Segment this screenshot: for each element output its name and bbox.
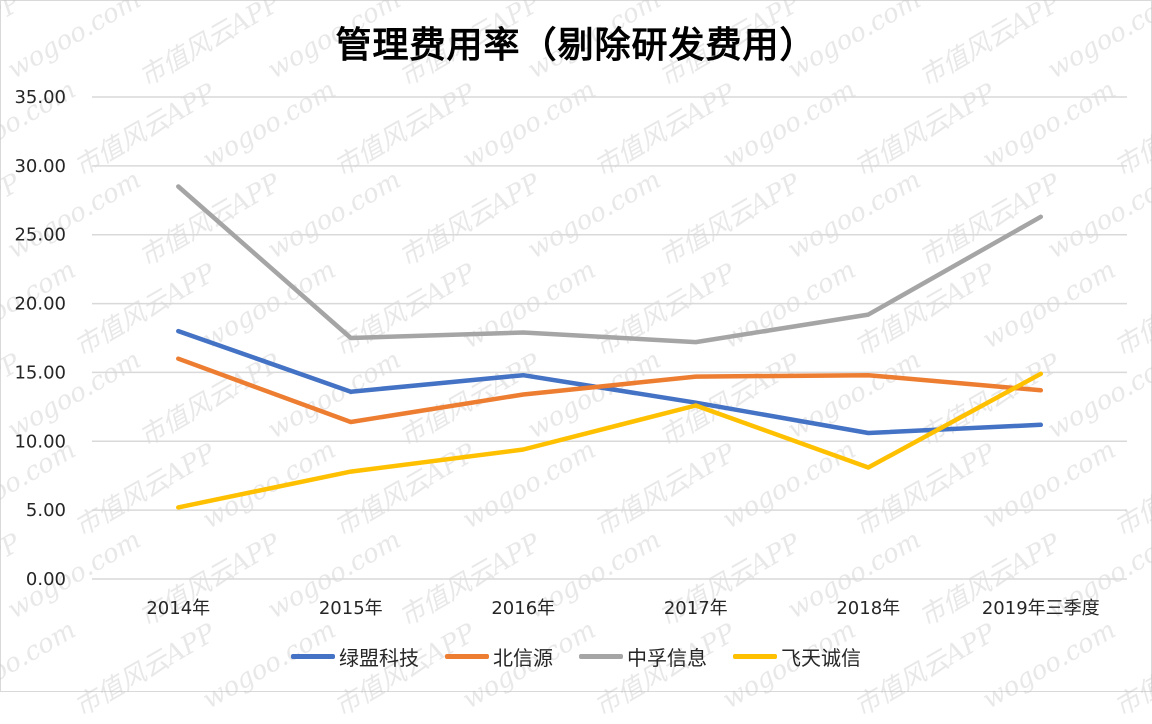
plot-area: 0.00 5.00 10.00 15.00 20.00 25.00 30.00 35.00 2… [14, 87, 1127, 619]
series-line [176, 356, 1044, 425]
x-tick-label: 2016年 [491, 598, 555, 619]
legend-swatch-icon [579, 654, 623, 659]
legend-label: 北信源 [493, 646, 553, 670]
x-tick-label: 2019年三季度 [982, 598, 1100, 619]
legend-item: 中孚信息 [579, 642, 707, 671]
chart-frame [0, 0, 1152, 692]
y-tick-label: 25.00 [14, 225, 66, 246]
y-axis-ticks: 0.00 5.00 10.00 15.00 20.00 25.00 30.00 35.00 [14, 87, 66, 590]
series-line [176, 184, 1044, 345]
legend-item: 飞天诚信 [733, 642, 861, 671]
x-axis-ticks: 2014年 2015年 2016年 2017年 2018年 2019年三季度 [146, 598, 1099, 619]
legend-label: 绿盟科技 [339, 646, 419, 670]
legend-swatch-icon [291, 654, 335, 659]
x-tick-label: 2017年 [664, 598, 728, 619]
x-tick-label: 2015年 [319, 598, 383, 619]
series-line [176, 328, 1044, 436]
y-tick-label: 5.00 [26, 500, 66, 521]
legend: 绿盟科技 北信源 中孚信息 飞天诚信 [0, 642, 1152, 671]
x-tick-label: 2018年 [836, 598, 900, 619]
series-line [176, 371, 1044, 510]
legend-label: 飞天诚信 [781, 646, 861, 670]
series-lines [176, 184, 1044, 510]
y-tick-label: 35.00 [14, 87, 66, 108]
chart-title: 管理费用率（剔除研发费用） [335, 25, 817, 66]
legend-label: 中孚信息 [627, 646, 707, 670]
y-tick-label: 10.00 [14, 431, 66, 452]
legend-item: 绿盟科技 [291, 642, 419, 671]
legend-item: 北信源 [445, 642, 553, 671]
legend-swatch-icon [445, 654, 489, 659]
y-tick-label: 20.00 [14, 294, 66, 315]
y-tick-label: 0.00 [26, 569, 66, 590]
y-tick-label: 30.00 [14, 156, 66, 177]
x-tick-label: 2014年 [146, 598, 210, 619]
gridlines [92, 96, 1127, 580]
y-tick-label: 15.00 [14, 362, 66, 383]
legend-swatch-icon [733, 654, 777, 659]
